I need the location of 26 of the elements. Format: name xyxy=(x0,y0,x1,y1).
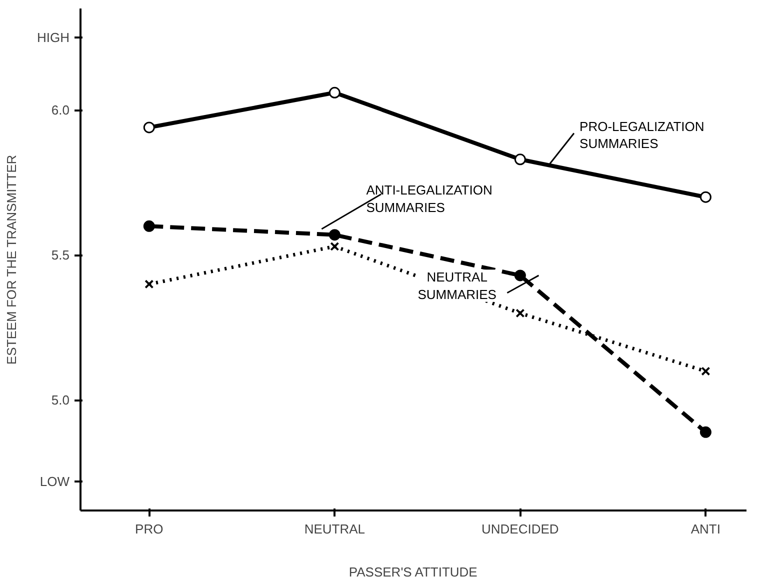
x-tick-label: ANTI xyxy=(690,522,721,536)
y-tick-label: HIGH xyxy=(37,30,70,46)
text: ANTI-LEGALIZATION SUMMARIES xyxy=(366,182,492,215)
x-axis-title: PASSER'S ATTITUDE xyxy=(348,564,478,580)
x-tick-label: UNDECIDED xyxy=(482,522,559,536)
point xyxy=(144,280,154,289)
point xyxy=(516,308,525,318)
point xyxy=(328,86,340,98)
x-tick-label: NEUTRAL xyxy=(304,522,366,536)
x-tick-label: PRO xyxy=(135,522,164,536)
point xyxy=(330,242,340,251)
point xyxy=(514,270,526,282)
y-tick-label: 5.5 xyxy=(51,248,70,263)
point xyxy=(143,122,155,134)
point xyxy=(143,220,155,232)
legend-label: NEUTRAL SUMMARIES xyxy=(418,270,497,302)
y-tick-label: 5.0 xyxy=(51,392,70,408)
y-tick-label: 6.0 xyxy=(51,102,70,118)
point xyxy=(701,366,710,376)
point xyxy=(514,154,526,166)
series-label: PRO-LEGALIZATION SUMMARIES xyxy=(580,118,704,152)
y-tick-label: LOW xyxy=(40,474,70,489)
point xyxy=(700,191,712,203)
y-axis-title: ESTEEM FOR THE TRANSMITTER xyxy=(4,154,19,365)
point xyxy=(328,229,340,241)
point xyxy=(700,426,712,438)
